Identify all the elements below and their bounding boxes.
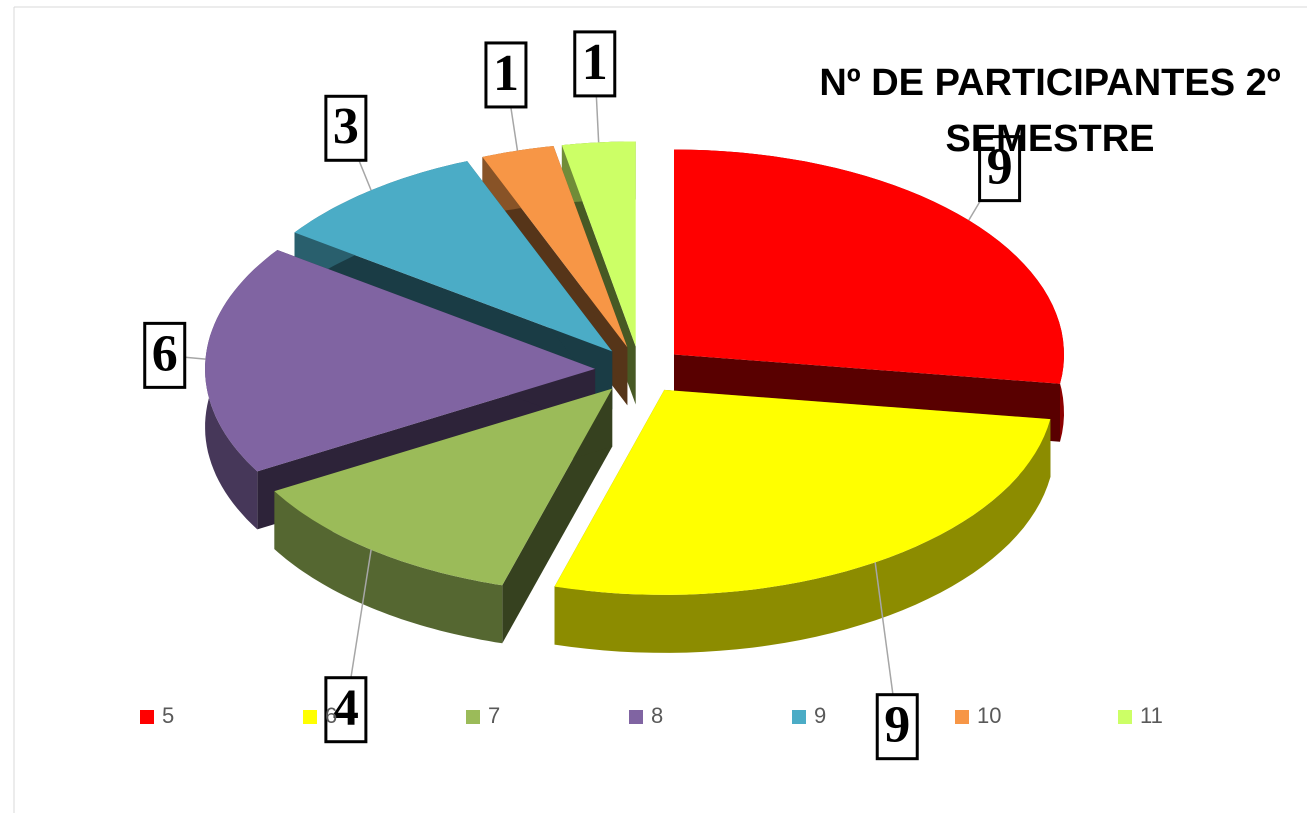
- label-box: [978, 135, 1022, 203]
- legend-label: 5: [162, 703, 174, 728]
- legend-label: 8: [651, 703, 663, 728]
- slice-top: [482, 146, 628, 348]
- label-box: [324, 94, 368, 162]
- slice: [554, 389, 1051, 653]
- legend-swatch: [303, 710, 317, 724]
- label-box: [573, 30, 617, 98]
- slice: [274, 388, 613, 644]
- slice-wall: [554, 419, 1051, 653]
- slice-top: [674, 149, 1064, 384]
- label-box: [875, 693, 919, 761]
- legend-swatch: [629, 710, 643, 724]
- data-label: 6: [152, 325, 178, 382]
- legend-swatch: [955, 710, 969, 724]
- legend-swatch: [140, 710, 154, 724]
- data-label: 1: [493, 45, 519, 102]
- slice-top: [274, 388, 613, 586]
- slice-top: [554, 389, 1051, 595]
- data-label: 4: [333, 680, 359, 737]
- data-label: 9: [987, 139, 1013, 196]
- label-box: [324, 676, 368, 744]
- legend-swatch: [1118, 710, 1132, 724]
- slice-top: [561, 141, 636, 347]
- data-label: 1: [582, 34, 608, 91]
- slice-top: [294, 161, 613, 352]
- legend-label: 9: [814, 703, 826, 728]
- label-box: [484, 41, 528, 109]
- data-label: 3: [333, 98, 359, 155]
- legend-label: 6: [325, 703, 337, 728]
- slice-top: [205, 250, 596, 472]
- data-label: 9: [884, 697, 910, 754]
- legend-label: 11: [1140, 703, 1163, 728]
- legend-label: 7: [488, 703, 500, 728]
- label-box: [143, 321, 187, 389]
- chart-title: Nº DE PARTICIPANTES 2º SEMESTRE: [819, 62, 1281, 160]
- legend-swatch: [466, 710, 480, 724]
- legend-swatch: [792, 710, 806, 724]
- slice-wall: [274, 491, 503, 644]
- legend-label: 10: [977, 703, 1001, 728]
